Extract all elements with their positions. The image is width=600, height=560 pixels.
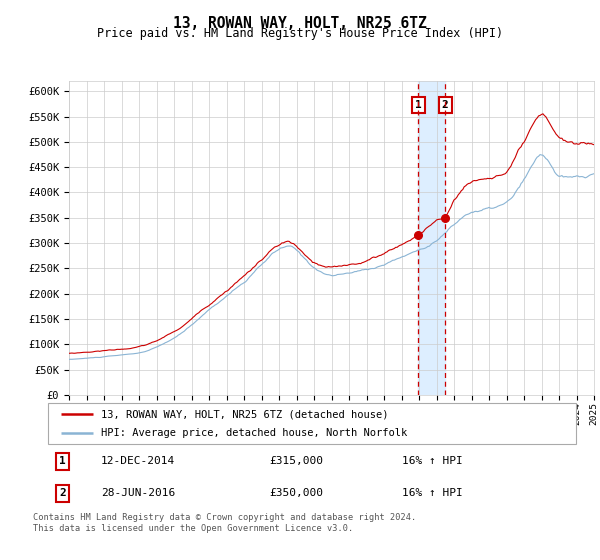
Text: 16% ↑ HPI: 16% ↑ HPI <box>402 456 463 466</box>
Text: Price paid vs. HM Land Registry's House Price Index (HPI): Price paid vs. HM Land Registry's House … <box>97 27 503 40</box>
Text: Contains HM Land Registry data © Crown copyright and database right 2024.: Contains HM Land Registry data © Crown c… <box>33 513 416 522</box>
Text: £315,000: £315,000 <box>270 456 324 466</box>
Text: 2: 2 <box>442 100 448 110</box>
Text: 1: 1 <box>59 456 66 466</box>
Text: 1: 1 <box>415 100 422 110</box>
Text: This data is licensed under the Open Government Licence v3.0.: This data is licensed under the Open Gov… <box>33 524 353 533</box>
FancyBboxPatch shape <box>48 403 576 444</box>
Text: £350,000: £350,000 <box>270 488 324 498</box>
Text: 16% ↑ HPI: 16% ↑ HPI <box>402 488 463 498</box>
Text: 12-DEC-2014: 12-DEC-2014 <box>101 456 175 466</box>
Text: 28-JUN-2016: 28-JUN-2016 <box>101 488 175 498</box>
Bar <box>418 81 445 395</box>
Text: 13, ROWAN WAY, HOLT, NR25 6TZ (detached house): 13, ROWAN WAY, HOLT, NR25 6TZ (detached … <box>101 409 388 419</box>
Text: 2: 2 <box>59 488 66 498</box>
Text: 13, ROWAN WAY, HOLT, NR25 6TZ: 13, ROWAN WAY, HOLT, NR25 6TZ <box>173 16 427 31</box>
Text: HPI: Average price, detached house, North Norfolk: HPI: Average price, detached house, Nort… <box>101 428 407 437</box>
